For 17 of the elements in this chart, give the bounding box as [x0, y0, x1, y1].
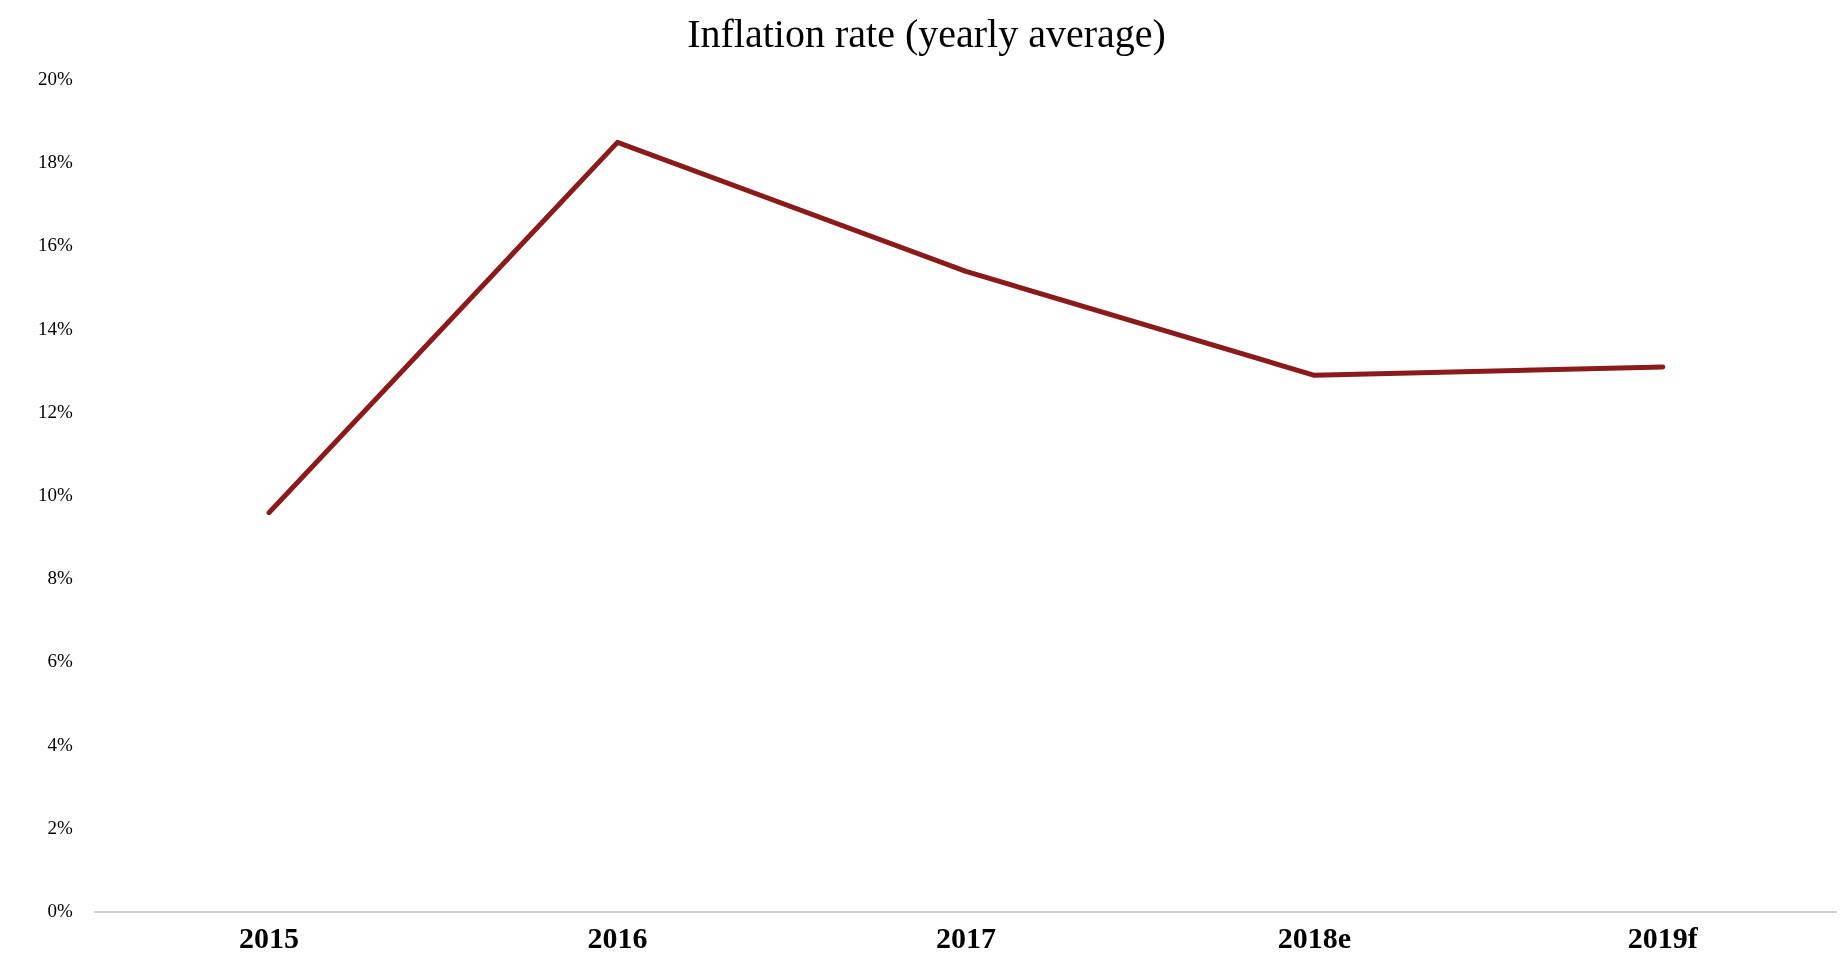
x-tick-label: 2015 — [239, 920, 300, 954]
y-tick-label: 18% — [38, 151, 73, 173]
y-tick-label: 2% — [47, 816, 73, 838]
x-tick-label: 2017 — [935, 920, 996, 954]
y-tick-label: 16% — [38, 234, 73, 256]
y-tick-label: 14% — [38, 317, 73, 339]
y-tick-label: 6% — [47, 650, 73, 672]
x-tick-label: 2016 — [587, 920, 648, 954]
y-tick-label: 4% — [47, 733, 73, 755]
chart-title: Inflation rate (yearly average) — [687, 10, 1166, 56]
x-tick-label: 2018e — [1277, 920, 1352, 954]
y-tick-label: 20% — [38, 67, 73, 89]
y-tick-label: 8% — [47, 567, 73, 589]
y-tick-label: 12% — [38, 400, 73, 422]
x-tick-label: 2019f — [1627, 920, 1699, 954]
y-tick-label: 0% — [47, 899, 73, 921]
y-tick-label: 10% — [38, 483, 73, 505]
